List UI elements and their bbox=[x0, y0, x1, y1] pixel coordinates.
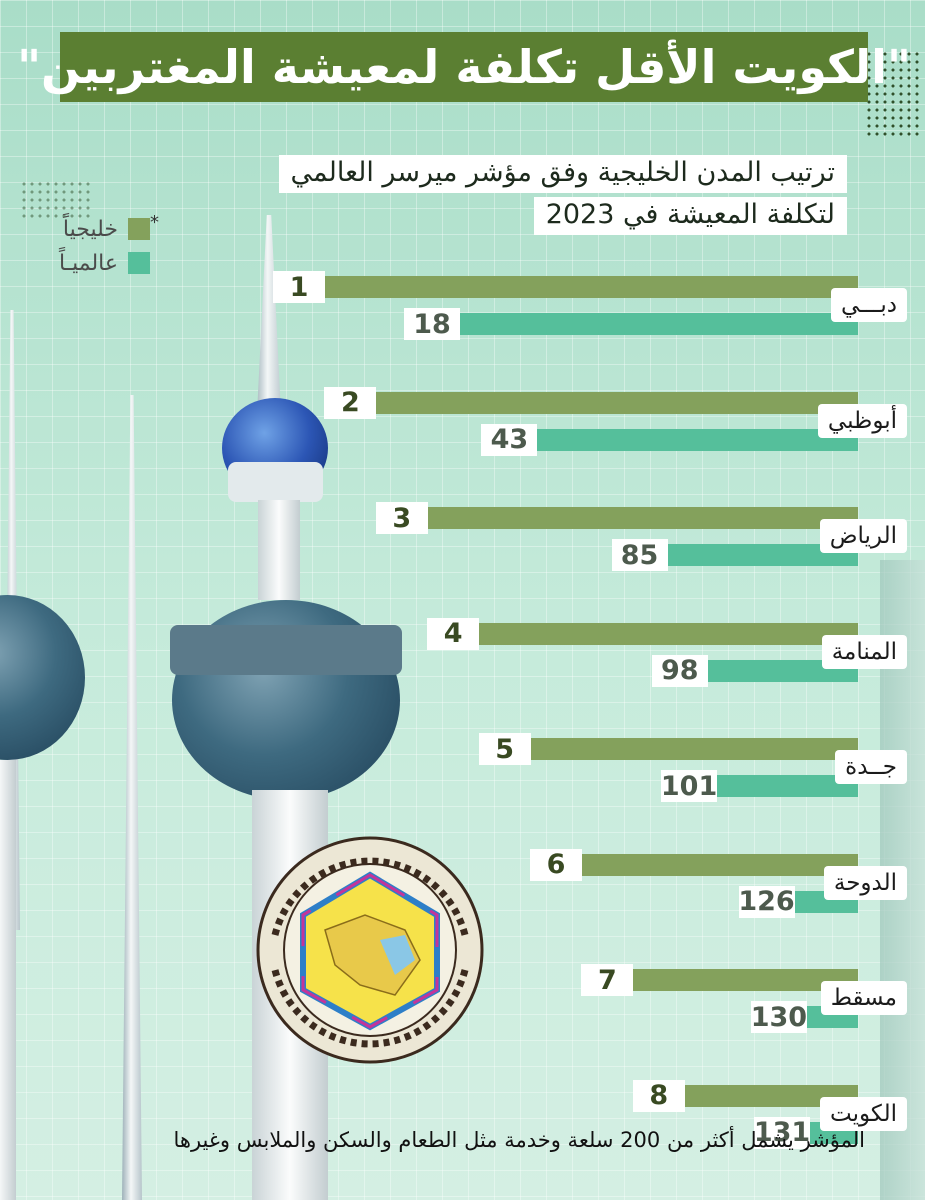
bar-gulf-rank bbox=[530, 738, 858, 760]
city-label: الدوحة bbox=[823, 865, 907, 900]
gcc-emblem bbox=[256, 836, 484, 1064]
bar-global-rank bbox=[707, 659, 858, 682]
data-label-gulf-rank: 1 bbox=[273, 271, 325, 303]
bar-gulf-rank bbox=[684, 1084, 858, 1107]
bar-global-rank bbox=[717, 775, 858, 797]
bar-gulf-rank bbox=[325, 276, 858, 298]
subtitle-line-1: ترتيب المدن الخليجية وفق مؤشر ميرسر العا… bbox=[278, 155, 847, 193]
data-label-global-rank: 85 bbox=[611, 539, 668, 571]
legend-marker: * bbox=[150, 212, 159, 233]
legend-label-global: عالميـاً bbox=[58, 250, 118, 276]
data-label-gulf-rank: 8 bbox=[632, 1079, 685, 1112]
bar-global-rank bbox=[537, 428, 858, 451]
bar-gulf-rank bbox=[427, 507, 858, 529]
data-label-global-rank: 18 bbox=[404, 308, 460, 340]
bar-gulf-rank bbox=[582, 853, 858, 876]
data-label-gulf-rank: 5 bbox=[478, 733, 531, 765]
data-label-global-rank: 130 bbox=[750, 1001, 808, 1033]
data-label-gulf-rank: 2 bbox=[324, 386, 377, 419]
data-label-gulf-rank: 7 bbox=[581, 964, 634, 996]
bar-global-rank bbox=[667, 544, 858, 566]
city-label: جــدة bbox=[835, 750, 907, 784]
city-label: الكويت bbox=[820, 1096, 907, 1131]
data-label-global-rank: 98 bbox=[651, 654, 708, 687]
legend: خليجياً عالميـاً bbox=[35, 212, 150, 280]
bar-gulf-rank bbox=[376, 391, 858, 414]
legend-label-gulf: خليجياً bbox=[62, 216, 118, 242]
subtitle: ترتيب المدن الخليجية وفق مؤشر ميرسر العا… bbox=[278, 155, 847, 235]
bar-gulf-rank bbox=[479, 622, 858, 645]
page-title: "الكويت الأقل تكلفة لمعيشة المغتربين" bbox=[17, 40, 911, 94]
subtitle-line-2: لتكلفة المعيشة في 2023 bbox=[533, 197, 847, 235]
city-label: مسقط bbox=[820, 981, 907, 1015]
bar-global-rank bbox=[460, 313, 858, 335]
data-label-global-rank: 126 bbox=[738, 885, 795, 918]
city-label: المنامة bbox=[821, 634, 907, 669]
legend-item-gulf: خليجياً bbox=[35, 212, 150, 246]
legend-swatch-gulf bbox=[128, 218, 150, 240]
decorative-dots bbox=[20, 180, 90, 220]
bar-gulf-rank bbox=[633, 969, 858, 991]
data-label-global-rank: 43 bbox=[481, 423, 538, 456]
data-label-gulf-rank: 4 bbox=[427, 617, 480, 650]
footnote: المؤشر يشمل أكثر من 200 سلعة وخدمة مثل ا… bbox=[173, 1128, 866, 1152]
data-label-gulf-rank: 3 bbox=[375, 502, 428, 534]
decorative-dots bbox=[865, 50, 920, 140]
city-label: الرياض bbox=[819, 519, 907, 553]
title-banner: "الكويت الأقل تكلفة لمعيشة المغتربين" bbox=[17, 32, 911, 102]
city-label: أبوظبي bbox=[817, 403, 907, 438]
data-label-gulf-rank: 6 bbox=[530, 848, 582, 881]
data-label-global-rank: 131 bbox=[753, 1116, 811, 1149]
legend-swatch-global bbox=[128, 252, 150, 274]
legend-item-global: عالميـاً bbox=[35, 246, 150, 280]
city-label: دبـــي bbox=[830, 288, 907, 322]
data-label-global-rank: 101 bbox=[660, 770, 718, 802]
